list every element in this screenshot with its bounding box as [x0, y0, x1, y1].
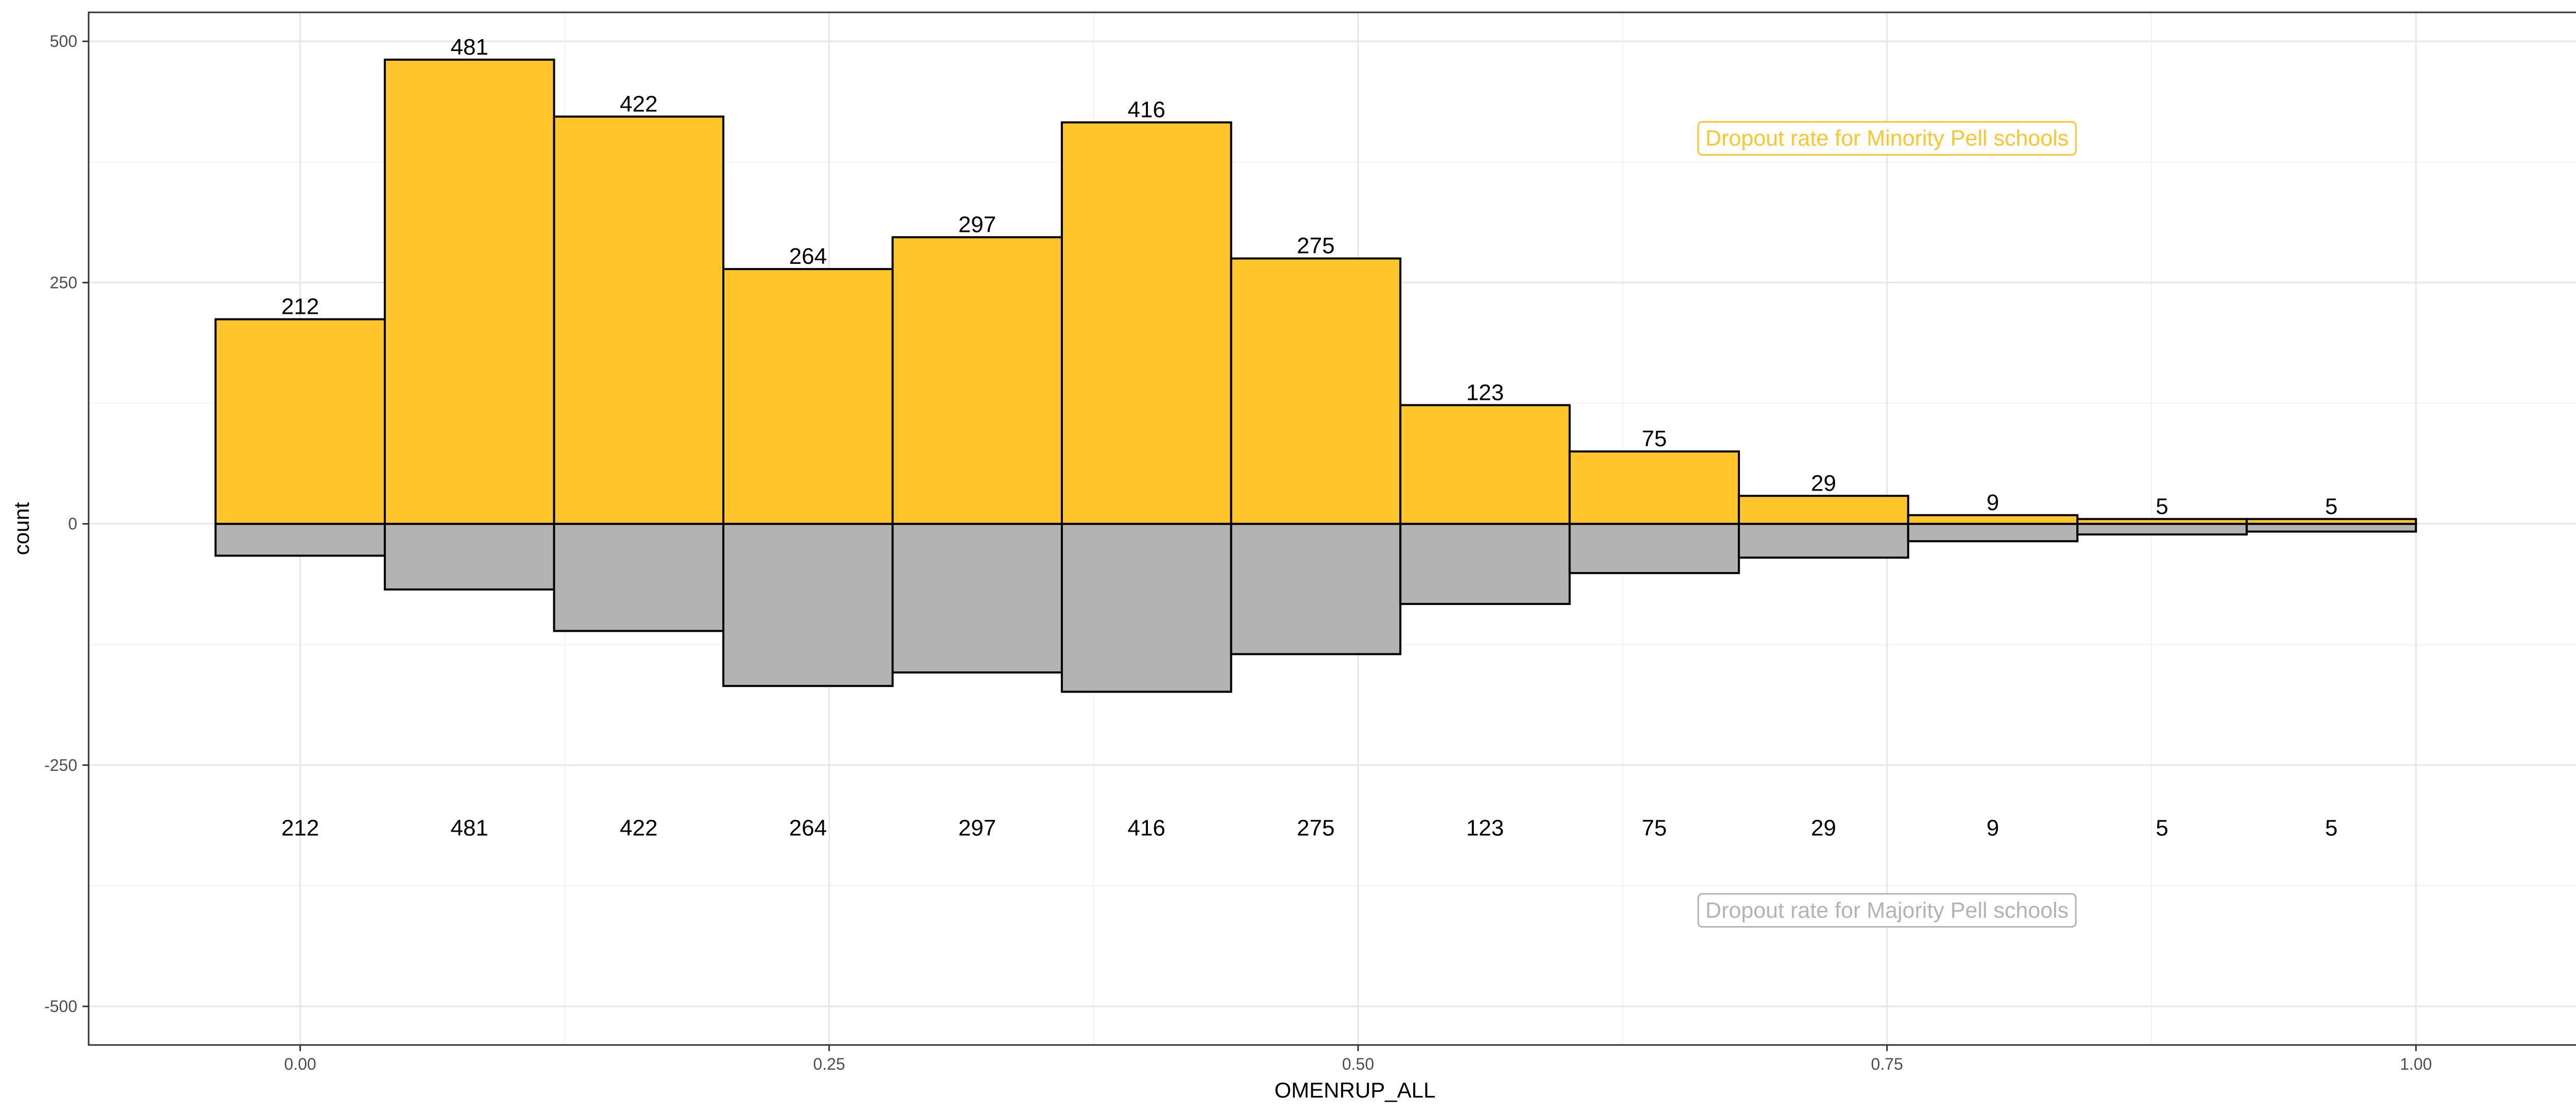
x-tick-label: 0.75: [1871, 1055, 1903, 1073]
annotation-label: Dropout rate for Minority Pell schools: [1705, 126, 2069, 150]
bottom-count-label: 481: [450, 816, 488, 841]
bar-minority: [214, 318, 386, 525]
annotations: Dropout rate for Minority Pell schools Dr…: [1697, 121, 2077, 928]
annotation-box: [1697, 893, 2077, 928]
y-axis-title: count: [9, 502, 33, 555]
bars: [214, 58, 2417, 693]
bar-majority: [2245, 522, 2417, 533]
bar-majority: [891, 522, 1063, 674]
x-tick-label: 1.00: [2400, 1055, 2432, 1073]
bar-majority: [1738, 522, 1909, 559]
bar-minority: [553, 115, 724, 525]
axes: 0.00 0.25 0.50 0.75 1.00 500 250 0 -250 -500: [44, 32, 2432, 1073]
bar-minority: [891, 236, 1063, 525]
bottom-count-label: 297: [958, 816, 996, 841]
bar-minority: [2076, 518, 2248, 525]
annotation-box: [1697, 121, 2077, 156]
bar-value-label: 123: [1466, 380, 1504, 405]
bottom-count-label: 75: [1641, 816, 1667, 841]
bar-value-label: 481: [450, 35, 488, 60]
bottom-count-label: 264: [789, 816, 827, 841]
bar-minority: [1230, 257, 1402, 525]
bar-minority: [1907, 514, 2079, 525]
x-tick-label: 0.50: [1342, 1055, 1374, 1073]
bar-minority: [1568, 450, 1740, 525]
bottom-count-label: 212: [281, 816, 319, 841]
bar-majority: [1230, 522, 1402, 655]
bottom-count-label: 5: [2325, 816, 2337, 841]
bar-minority: [722, 268, 894, 525]
bar-majority: [214, 522, 386, 557]
bar-majority: [1907, 522, 2079, 543]
bar-value-label: 264: [789, 244, 827, 269]
bar-value-label: 75: [1641, 426, 1667, 451]
bar-value-label: 297: [958, 212, 996, 237]
bar-minority: [383, 58, 555, 525]
bottom-count-label: 123: [1466, 816, 1504, 841]
bar-value-label: 275: [1297, 233, 1334, 259]
bar-minority: [1399, 404, 1571, 525]
bar-value-label: 416: [1128, 97, 1165, 123]
y-tick-label: 0: [68, 515, 77, 533]
bar-value-label: 9: [1987, 490, 1999, 515]
bottom-count-label: 422: [620, 816, 657, 841]
bar-minority: [1061, 121, 1232, 525]
bar-value-label: 5: [2156, 494, 2168, 519]
bar-value-label: 422: [620, 91, 657, 116]
x-axis-title: OMENRUP_ALL: [1275, 1078, 1436, 1102]
bar-majority: [722, 522, 894, 687]
bottom-count-label: 5: [2156, 816, 2168, 841]
bar-majority: [553, 522, 724, 632]
bar-labels: 212 481 422 264 297 416 275 123 75 29 9 5 5 212 481 422…: [281, 35, 2337, 841]
y-tick-label: 500: [50, 32, 77, 50]
bottom-count-label: 416: [1128, 816, 1165, 841]
bar-majority: [2076, 522, 2248, 536]
y-tick-label: -250: [44, 756, 77, 774]
bottom-count-label: 9: [1987, 816, 1999, 841]
bar-majority: [1061, 522, 1232, 693]
annotation-label: Dropout rate for Majority Pell schools: [1705, 898, 2069, 923]
bottom-count-label: 29: [1811, 816, 1836, 841]
bar-majority: [383, 522, 555, 591]
legend-minority: Dropout rate for Minority Pell schools: [1697, 121, 2077, 156]
bottom-count-label: 275: [1297, 816, 1334, 841]
bar-value-label: 29: [1811, 470, 1836, 496]
bar-minority: [2245, 518, 2417, 525]
y-tick-label: 250: [50, 273, 77, 292]
bar-majority: [1399, 522, 1571, 605]
x-tick-label: 0.25: [813, 1055, 845, 1073]
y-tick-label: -500: [44, 997, 77, 1016]
legend-majority: Dropout rate for Majority Pell schools: [1697, 893, 2077, 928]
bar-minority: [1738, 495, 1909, 525]
x-tick-label: 0.00: [284, 1055, 316, 1073]
bar-value-label: 5: [2325, 494, 2337, 519]
bar-majority: [1568, 522, 1740, 575]
bar-value-label: 212: [281, 294, 319, 319]
